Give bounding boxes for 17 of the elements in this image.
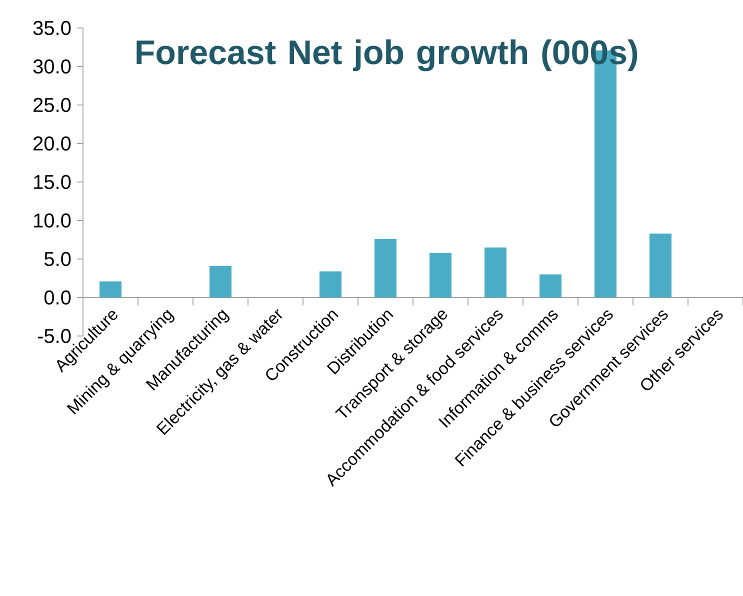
y-tick-label: 0.0 (44, 290, 71, 305)
bar (100, 281, 122, 298)
y-tick-label: 35.0 (33, 20, 71, 36)
y-tick-label: 10.0 (34, 213, 71, 228)
bar (374, 238, 397, 298)
bar (540, 274, 562, 298)
bar (650, 234, 672, 298)
bar (484, 247, 507, 298)
bar (320, 271, 342, 298)
bar (210, 266, 232, 298)
y-tick-label: 5.0 (44, 252, 71, 266)
y-tick-label: 20.0 (34, 136, 71, 151)
chart-title: Forecast Net job growth (000s) (136, 39, 638, 72)
y-tick-label: 15.0 (34, 174, 71, 190)
y-tick-label: 30.0 (33, 59, 71, 74)
y-tick-label: 25.0 (34, 98, 71, 112)
bar (430, 252, 452, 298)
